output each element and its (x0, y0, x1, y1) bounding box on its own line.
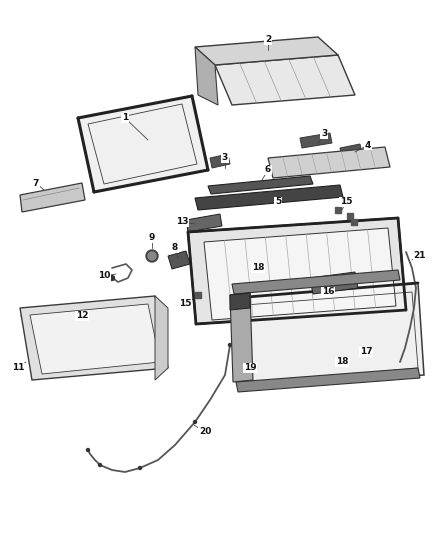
Bar (195, 292, 201, 298)
Text: 8: 8 (172, 244, 178, 253)
Polygon shape (20, 183, 85, 212)
Polygon shape (210, 154, 230, 168)
Circle shape (148, 252, 156, 260)
Text: 21: 21 (414, 252, 426, 261)
Text: 1: 1 (122, 114, 128, 123)
Polygon shape (310, 272, 358, 294)
Text: 3: 3 (321, 130, 327, 139)
Text: 3: 3 (222, 154, 228, 163)
Polygon shape (204, 228, 396, 320)
Polygon shape (155, 296, 168, 380)
Polygon shape (30, 304, 160, 374)
Text: 13: 13 (176, 217, 188, 227)
Polygon shape (78, 96, 208, 192)
Text: 7: 7 (33, 179, 39, 188)
Circle shape (86, 448, 89, 451)
Polygon shape (232, 270, 400, 294)
Text: 5: 5 (275, 198, 281, 206)
Polygon shape (215, 55, 355, 105)
Polygon shape (208, 176, 313, 194)
Circle shape (229, 343, 232, 346)
Polygon shape (20, 296, 168, 380)
Polygon shape (268, 147, 390, 178)
Circle shape (99, 464, 102, 466)
Text: 15: 15 (340, 198, 352, 206)
Text: 20: 20 (199, 427, 211, 437)
Circle shape (146, 250, 158, 262)
Polygon shape (195, 47, 218, 105)
Polygon shape (235, 283, 424, 390)
Bar (351, 219, 357, 225)
Circle shape (138, 466, 141, 470)
Polygon shape (188, 218, 406, 324)
Text: 9: 9 (149, 233, 155, 243)
Text: 11: 11 (12, 364, 24, 373)
Text: 12: 12 (76, 311, 88, 320)
Polygon shape (230, 293, 250, 310)
Text: 6: 6 (265, 166, 271, 174)
Polygon shape (230, 293, 253, 382)
Polygon shape (195, 185, 343, 210)
Text: 2: 2 (265, 36, 271, 44)
Polygon shape (340, 144, 362, 158)
Polygon shape (195, 37, 338, 65)
Text: 15: 15 (179, 300, 191, 309)
Text: 18: 18 (336, 358, 348, 367)
Polygon shape (236, 368, 420, 392)
Polygon shape (186, 214, 222, 232)
Text: 10: 10 (98, 271, 110, 280)
Bar (347, 213, 353, 219)
Circle shape (110, 276, 114, 280)
Circle shape (194, 421, 197, 424)
Polygon shape (300, 133, 332, 148)
Polygon shape (168, 251, 190, 269)
Text: 19: 19 (244, 364, 256, 373)
Text: 16: 16 (322, 287, 334, 296)
Text: 17: 17 (360, 348, 372, 357)
Text: 4: 4 (365, 141, 371, 149)
Bar (335, 207, 341, 213)
Text: 18: 18 (252, 263, 264, 272)
